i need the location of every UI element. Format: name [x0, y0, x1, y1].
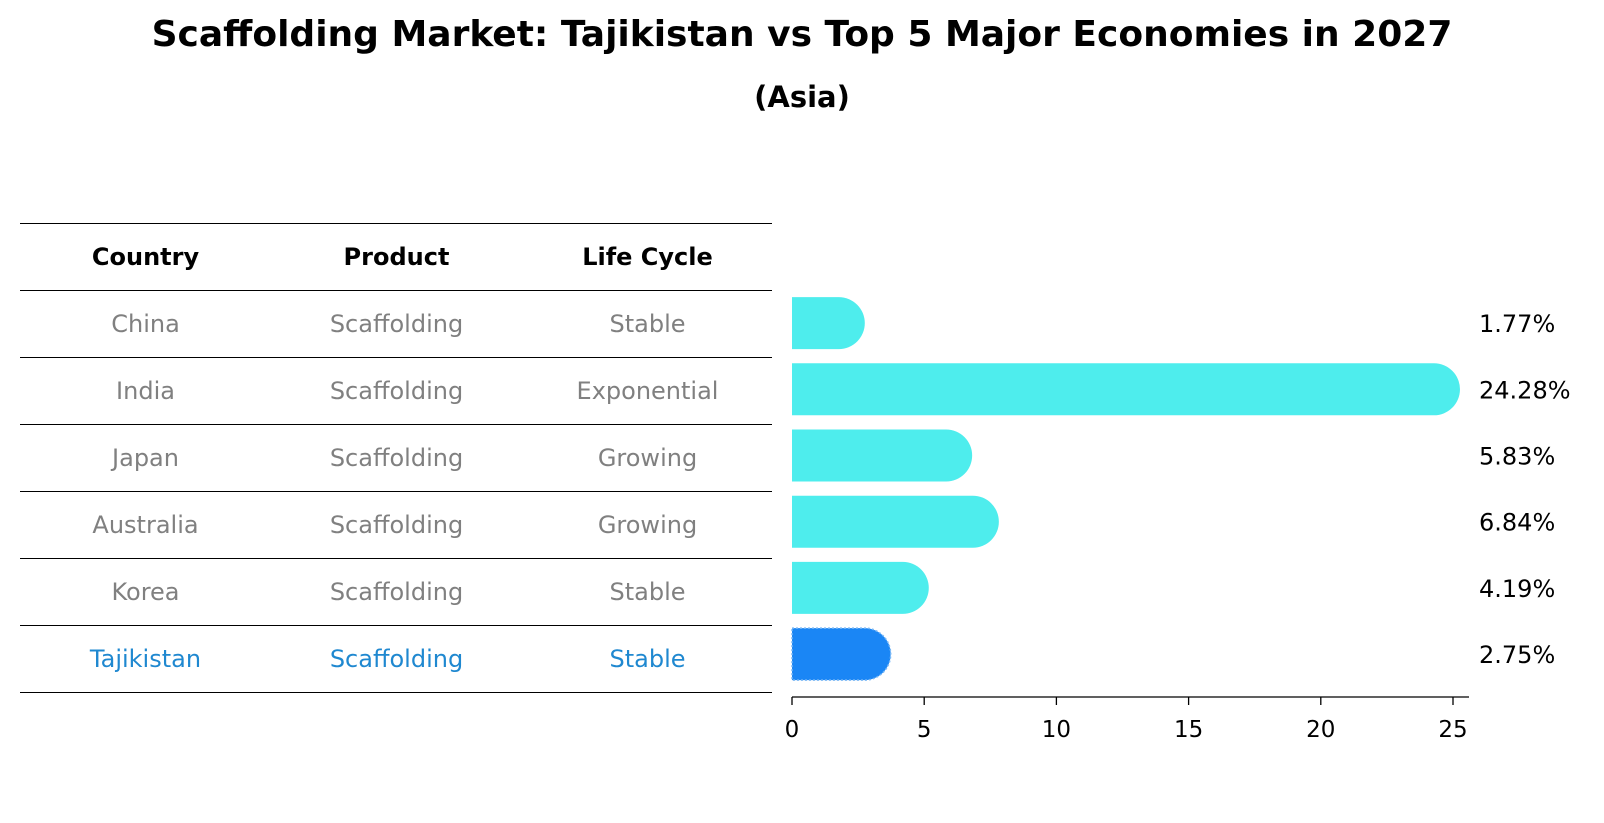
cell-life-cycle: Growing — [597, 444, 698, 472]
chart-subtitle: (Asia) — [754, 80, 850, 114]
cell-country: India — [116, 377, 175, 405]
table-row: Australia Scaffolding Growing — [20, 491, 772, 558]
cell-product: Scaffolding — [329, 511, 464, 539]
cell-life-cycle: Exponential — [576, 377, 719, 405]
x-tick-label: 15 — [1174, 717, 1203, 743]
bar — [792, 297, 865, 350]
cell-country: Australia — [92, 511, 199, 539]
table-row: Korea Scaffolding Stable — [20, 558, 772, 625]
cell-life-cycle: Stable — [609, 578, 686, 606]
x-tick-label: 10 — [1042, 717, 1071, 743]
bar-value-label: 2.75% — [1479, 641, 1555, 669]
cell-country: Japan — [112, 444, 179, 472]
x-tick-label: 0 — [785, 717, 800, 743]
bar-highlight — [791, 627, 892, 681]
x-tick-label: 20 — [1306, 717, 1335, 743]
table-row-highlight: Tajikistan Scaffolding Stable — [20, 625, 772, 693]
bar-value-label: 5.83% — [1479, 443, 1555, 471]
bar — [792, 429, 973, 482]
table-header-row: Country Product Life Cycle — [20, 223, 772, 290]
bar-value-label: 4.19% — [1479, 575, 1555, 603]
cell-product: Scaffolding — [329, 310, 464, 338]
cell-product: Scaffolding — [329, 645, 464, 673]
x-tick-label: 5 — [917, 717, 932, 743]
x-tick-label: 25 — [1438, 717, 1467, 743]
table-row: China Scaffolding Stable — [20, 290, 772, 357]
cell-life-cycle: Stable — [609, 645, 686, 673]
market-table: Country Product Life Cycle China Scaffol… — [20, 223, 772, 693]
chart-title: Scaffolding Market: Tajikistan vs Top 5 … — [151, 14, 1453, 55]
bar — [792, 495, 999, 548]
bar-value-label: 24.28% — [1479, 376, 1571, 404]
bar — [792, 561, 929, 614]
cell-life-cycle: Growing — [597, 511, 698, 539]
cell-country: Korea — [111, 578, 180, 606]
cell-product: Scaffolding — [329, 578, 464, 606]
cell-country: Tajikistan — [89, 645, 202, 673]
header-life-cycle: Life Cycle — [582, 243, 713, 271]
cell-country: China — [111, 310, 180, 338]
cell-product: Scaffolding — [329, 444, 464, 472]
bar — [792, 363, 1460, 416]
header-product: Product — [343, 243, 450, 271]
table-row: India Scaffolding Exponential — [20, 357, 772, 424]
header-country: Country — [91, 243, 200, 271]
cell-product: Scaffolding — [329, 377, 464, 405]
bar-value-label: 1.77% — [1479, 310, 1555, 338]
bar-value-label: 6.84% — [1479, 509, 1555, 537]
cell-life-cycle: Stable — [609, 310, 686, 338]
table-row: Japan Scaffolding Growing — [20, 424, 772, 491]
